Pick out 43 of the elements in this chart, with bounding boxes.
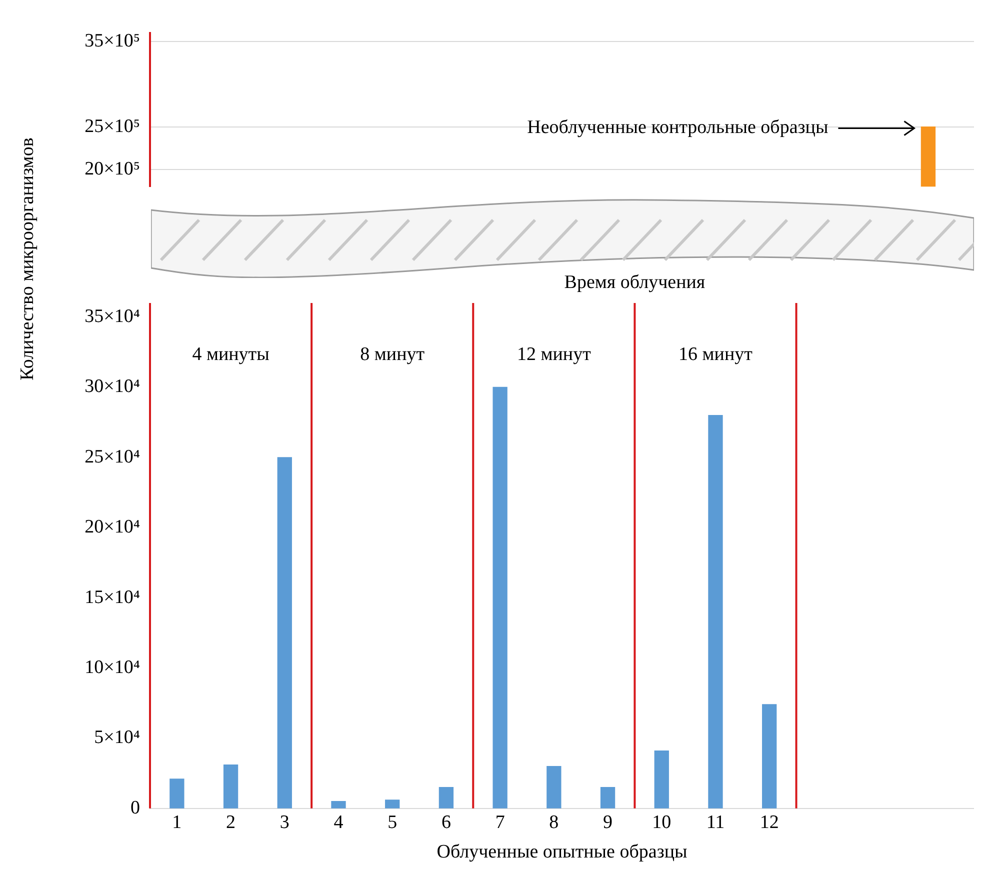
x-tick-label: 4 [334,812,344,833]
x-tick-label: 1 [172,812,182,833]
y-tick-label: 5×10⁴ [94,727,140,748]
text: Время облучения [564,272,706,293]
y-tick-label: 10×10⁴ [84,656,140,678]
bar [170,778,184,808]
y-axis-title: Количество микроорганизмов [17,136,39,382]
annotation: 12 минут [516,344,592,365]
x-tick-label: 12 [760,812,779,833]
bar [492,386,508,808]
bar [438,787,454,808]
y-tick-label: 0 [130,797,140,818]
bar [708,414,723,808]
y-tick-label: 30×10⁴ [84,376,140,398]
bar [546,766,562,808]
x-tick-label: 7 [495,812,505,833]
x-tick-label: 10 [652,812,672,833]
x-tick-label: 9 [603,812,613,833]
bar [277,457,292,808]
y-tick-label: 15×10⁴ [84,586,140,608]
bar [331,801,346,808]
bar [654,750,669,808]
bar [762,704,777,808]
y-tick-label: 35×10⁵ [84,30,140,52]
annotation: Необлученные контрольные образцы [527,117,828,138]
annotation: 8 минут [360,344,426,365]
x-tick-label: 5 [388,812,398,833]
x-tick-label: 6 [441,812,451,833]
annotation: 16 минут [678,344,754,365]
y-tick-label: 20×10⁵ [84,158,140,180]
bar [600,787,616,808]
y-tick-label: 25×10⁴ [84,446,140,468]
x-tick-label: 11 [706,812,725,833]
y-tick-label: 25×10⁵ [84,116,140,137]
x-tick-label: 8 [549,812,559,833]
bar [223,764,238,808]
annotation: 4 минуты [192,344,270,365]
x-tick-label: 3 [280,812,290,833]
y-tick-label: 20×10⁴ [84,516,140,538]
bar [385,800,400,808]
x-axis-title: Облученные опытные образцы [436,842,688,863]
y-tick-label: 35×10⁴ [84,306,140,328]
x-tick-label: 2 [226,812,236,833]
